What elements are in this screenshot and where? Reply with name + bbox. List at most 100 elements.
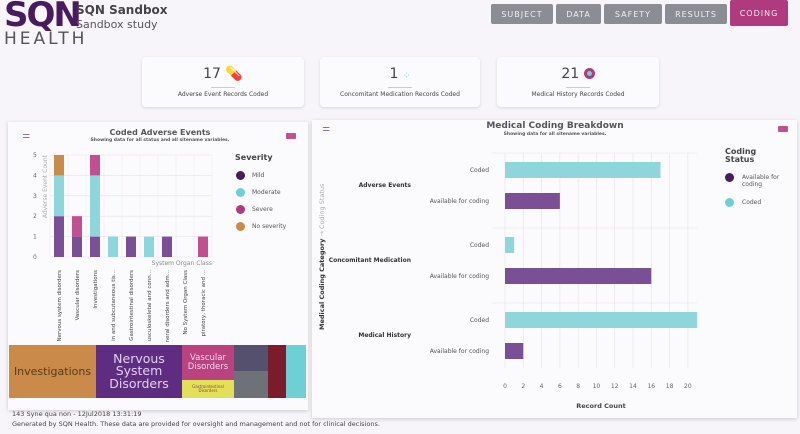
legend-swatch [236, 205, 245, 214]
history-icon [583, 68, 595, 79]
x-tick-label: piratory, thoracic and ... [201, 270, 207, 337]
legend-swatch [236, 222, 245, 231]
x-tick-label: 16 [647, 383, 655, 390]
x-tick-label: Investigations [93, 270, 99, 309]
bar-available-for-coding[interactable] [505, 343, 524, 359]
bar-segment-mild[interactable] [126, 236, 136, 257]
bar-segment-severe[interactable] [72, 216, 82, 237]
legend-item[interactable]: No severity [252, 223, 287, 230]
legend-item[interactable]: Available for coding [742, 174, 780, 188]
treemap-cell[interactable]: Investigations [9, 345, 96, 398]
x-tick-label: 20 [684, 383, 692, 390]
x-tick-label: in and subcutaneous tis... [111, 270, 117, 341]
nav-subject[interactable]: SUBJECT [491, 4, 553, 24]
kpi-value: 21 [561, 66, 580, 82]
category-label: Adverse Events [359, 182, 412, 189]
bar-available-for-coding[interactable] [505, 268, 652, 284]
nav-safety[interactable]: SAFETY [604, 4, 662, 24]
nav-data[interactable]: DATA [556, 4, 601, 24]
bar-coded[interactable] [505, 312, 697, 328]
y-tick-label: 5 [33, 152, 37, 159]
legend-title: Coding Status [725, 147, 757, 164]
y-tick-label: 1 [33, 234, 37, 241]
treemap-cell[interactable] [268, 345, 286, 398]
legend-swatch [236, 171, 245, 180]
bar-segment-mild[interactable] [162, 236, 172, 257]
kpi-label: Adverse Event Records Coded [177, 91, 269, 98]
x-tick-label: 10 [593, 383, 601, 390]
x-tick-label: 12 [611, 383, 619, 390]
x-tick-label: Gastrointestinal disorders [129, 270, 135, 341]
y-axis-label: Adverse Event Count [42, 154, 49, 218]
chart-title: Coded Adverse Events [109, 128, 211, 137]
treemap: Investigations Nervous System Disorders … [9, 345, 306, 398]
status-label: Coded [470, 167, 489, 174]
status-label: Available for coding [430, 198, 489, 205]
kpi-value: 17 [203, 66, 221, 82]
x-tick-label: 0 [503, 383, 507, 390]
pills-icon: 💊 [225, 66, 243, 82]
bar-coded[interactable] [505, 237, 515, 253]
export-icon[interactable] [778, 126, 788, 132]
bar-segment-moderate[interactable] [90, 175, 100, 237]
x-tick-label: 8 [576, 383, 580, 390]
bar-segment-mild[interactable] [72, 236, 82, 257]
legend-swatch [725, 198, 734, 207]
bar-segment-severe[interactable] [90, 155, 100, 176]
y-tick-label: 4 [33, 172, 37, 179]
x-axis-label: Record Count [576, 402, 625, 410]
bar-segment-mild[interactable] [54, 216, 64, 257]
logo-subtext: HEALTH [4, 29, 88, 49]
x-tick-label: No System Organ Class [183, 270, 189, 335]
treemap-cell[interactable] [234, 371, 268, 398]
bar-segment-no-severity[interactable] [54, 155, 64, 176]
nav-results[interactable]: RESULTS [665, 4, 727, 24]
bar-coded[interactable] [505, 162, 661, 178]
x-tick-label: Vascular disorders [75, 270, 81, 321]
filter-icon[interactable]: ⚌ [322, 124, 331, 134]
x-tick-label: neral disorders and adm... [165, 270, 171, 343]
x-tick-label: Nervous system disorders [57, 270, 63, 342]
chart-subtitle: Showing data for all status and all site… [90, 138, 230, 143]
bar-segment-moderate[interactable] [54, 175, 64, 217]
legend-item[interactable]: Severe [252, 206, 273, 213]
status-label: Available for coding [430, 273, 489, 280]
x-tick-label: 2 [521, 383, 525, 390]
chart-subtitle: Showing data for all sitename variables. [503, 132, 607, 137]
treemap-cell[interactable]: Vascular Disorders [182, 345, 234, 380]
export-icon[interactable] [286, 133, 296, 139]
treemap-cell[interactable]: Nervous System Disorders [96, 345, 182, 398]
treemap-cell[interactable] [234, 345, 268, 371]
bar-segment-moderate[interactable] [144, 236, 154, 257]
bar-available-for-coding[interactable] [505, 193, 560, 209]
treemap-cell[interactable] [286, 345, 306, 398]
app-title: SQN Sandbox [76, 3, 168, 17]
treemap-cell[interactable]: Gastrointestinal Disorders [182, 380, 234, 398]
status-label: Coded [470, 242, 489, 249]
legend-item[interactable]: Coded [742, 199, 762, 206]
y-tick-label: 0 [33, 254, 37, 261]
legend-title: Severity [235, 153, 273, 162]
kpi-con-meds: 1 ⁘ Concomitant Medication Records Coded [320, 57, 480, 107]
medication-icon: ⁘ [402, 71, 411, 81]
filter-icon[interactable]: ⚌ [22, 131, 31, 141]
legend-item[interactable]: Moderate [252, 189, 281, 196]
y-tick-label: 3 [33, 193, 37, 200]
legend-item[interactable]: Mild [252, 172, 265, 179]
kpi-label: Medical History Records Coded [531, 91, 625, 98]
kpi-adverse-events: 17 💊 Adverse Event Records Coded [142, 57, 304, 107]
status-label: Coded [470, 317, 489, 324]
bar-segment-mild[interactable] [90, 236, 100, 257]
bar-segment-severe[interactable] [198, 236, 208, 257]
study-name: Sandbox study [76, 18, 158, 31]
x-tick-label: 18 [666, 383, 674, 390]
logo: SQN [4, 0, 82, 35]
category-label: Medical History [358, 332, 411, 339]
nav-coding[interactable]: CODING [730, 0, 788, 26]
y-tick-label: 2 [33, 213, 37, 220]
kpi-medical-history: 21 Medical History Records Coded [497, 57, 659, 107]
x-axis-label: System Organ Class [152, 260, 212, 267]
bar-segment-moderate[interactable] [108, 236, 118, 257]
status-label: Available for coding [430, 348, 489, 355]
category-label: Concomitant Medication [329, 257, 411, 264]
